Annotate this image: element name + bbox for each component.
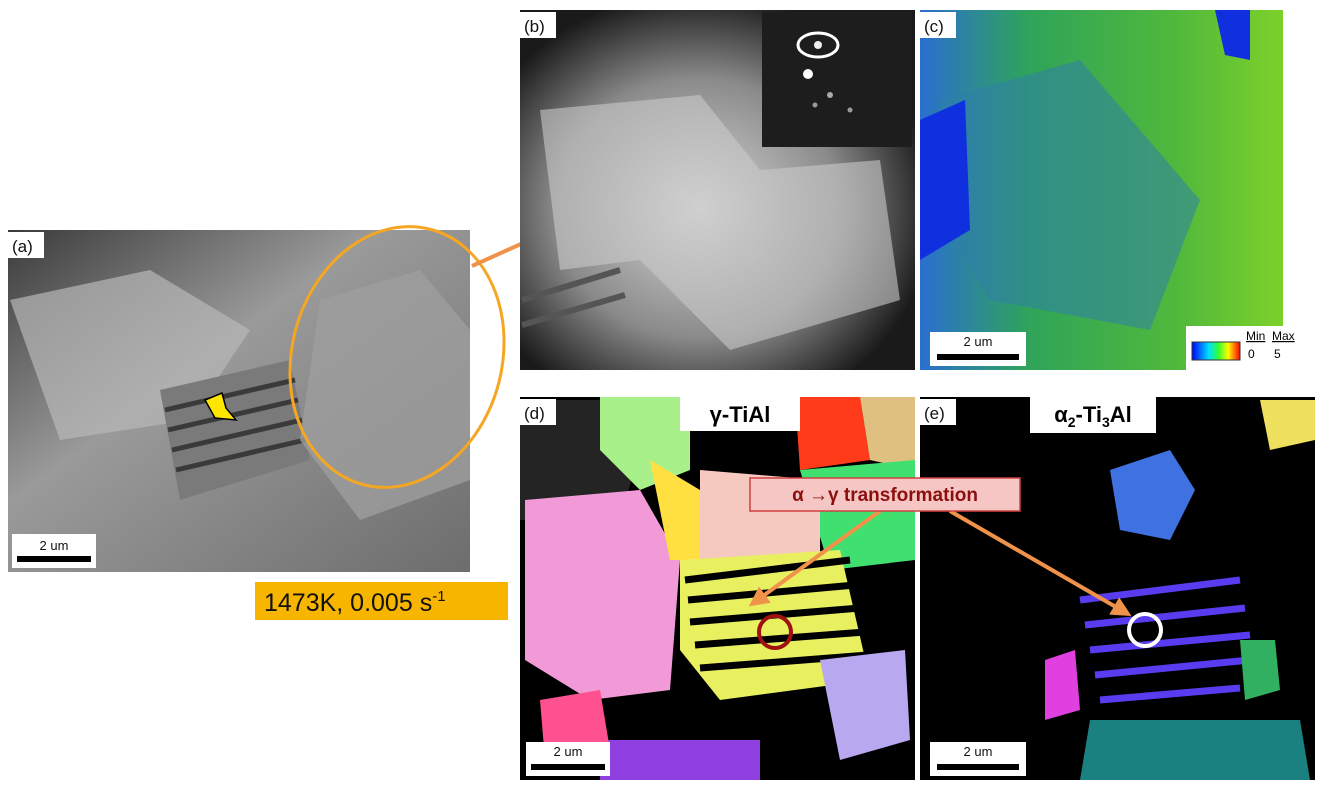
panel-label: (b) [524,17,545,36]
colorbar-max-label: Max [1272,329,1295,343]
panel-label: (d) [524,404,545,423]
panel-c: (c) 2 um Min Max 0 5 [920,10,1300,370]
colorbar-max: 5 [1274,347,1281,361]
colorbar-min: 0 [1248,347,1255,361]
scale-bar-label: 2 um [40,538,69,553]
panel-label: (e) [924,404,945,423]
annotation-label: α →γ transformation [792,485,978,506]
panel-a: (a) 2 um 1473K, 0.005 s-1 [8,225,556,620]
panel-label: (c) [924,17,944,36]
phase-label: γ-TiAl [710,402,771,427]
panel-b: (b) [520,10,915,370]
panel-label: (a) [12,237,33,256]
condition-label: 1473K, 0.005 s-1 [264,588,446,617]
phase-map [920,397,1315,780]
annotation: α →γ transformation [748,477,1132,617]
scale-bar-label: 2 um [554,744,583,759]
scale-bar-label: 2 um [964,334,993,349]
scale-bar-label: 2 um [964,744,993,759]
panel-d: (d) γ-TiAl 2 um [520,397,915,780]
phase-label: α2-Ti3Al [1054,402,1132,430]
colorbar-min-label: Min [1246,329,1265,343]
panel-e: (e) α2-Ti3Al 2 um [920,397,1315,780]
